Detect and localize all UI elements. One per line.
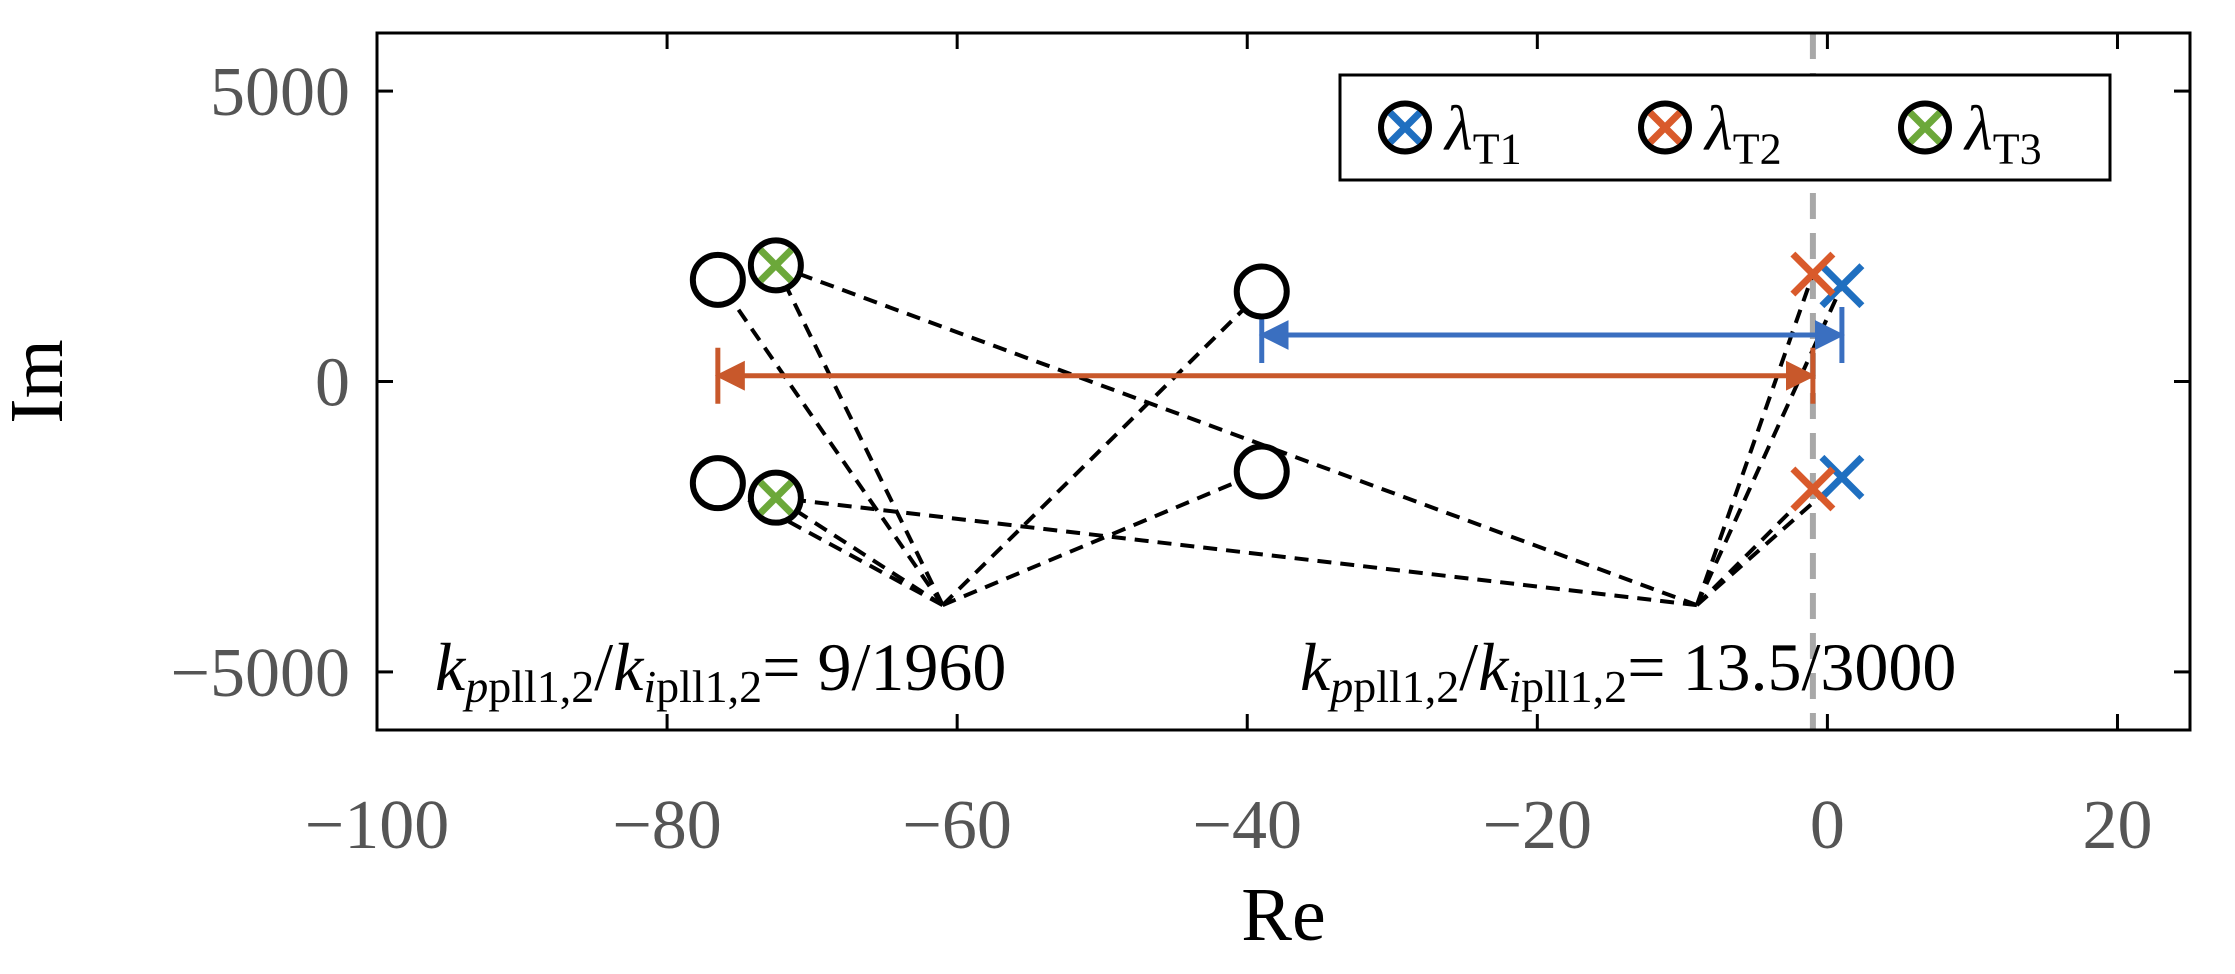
- legend-subscript: T1: [1473, 125, 1522, 174]
- legend-marker-t3: [1898, 100, 1952, 155]
- legend-subscript: T2: [1733, 125, 1782, 174]
- x-tick-label: −100: [305, 787, 449, 864]
- legend-marker-t2: [1638, 100, 1692, 155]
- legend-marker-t1-cross: [1387, 110, 1423, 145]
- leader-line: [941, 290, 1264, 607]
- x-tick-label: 20: [2082, 787, 2152, 864]
- series-point-t3: [747, 469, 804, 526]
- legend-label-t3: λT3: [1963, 93, 2042, 174]
- annotation-part: i: [643, 661, 656, 712]
- x-tick-label: −60: [902, 787, 1011, 864]
- open-circle-point: [1233, 263, 1290, 320]
- series-point-t2-stroke: [1790, 251, 1836, 297]
- y-tick-label: 0: [315, 345, 350, 422]
- annotation-part: p: [462, 661, 488, 712]
- series-point-t1-stroke: [1819, 454, 1865, 500]
- x-tick-label: −80: [612, 787, 721, 864]
- legend: λT1 λT2 λT3: [1338, 73, 2112, 182]
- series-point-t1: [1819, 454, 1865, 500]
- legend-symbol: λ: [1443, 93, 1473, 164]
- open-circle-point: [689, 455, 746, 512]
- x-tick-label: −40: [1192, 787, 1301, 864]
- series-point-t2: [1790, 466, 1836, 512]
- annotation-part: /: [594, 629, 613, 705]
- gain-annotation-lower-right: kppll1,2/kipll1,2= 13.5/3000: [1300, 629, 1956, 712]
- annotation-part: /: [1459, 629, 1478, 705]
- y-tick-label: −5000: [171, 635, 350, 712]
- annotation-part: = 9/1960: [762, 629, 1006, 705]
- legend-label-t1: λT1: [1443, 93, 1522, 174]
- legend-symbol: λ: [1703, 93, 1733, 164]
- legend-subscript: T3: [1993, 125, 2042, 174]
- annotation-part: k: [1300, 629, 1332, 705]
- annotation-part: pll1,2: [1521, 661, 1627, 712]
- series-point-t1-stroke: [1819, 263, 1865, 309]
- leader-line: [716, 278, 945, 607]
- leader-line: [1695, 284, 1844, 606]
- leader-line: [775, 263, 1698, 607]
- annotation-part: k: [613, 629, 645, 705]
- leader-line: [775, 495, 1698, 608]
- y-tick-label: 5000: [210, 54, 350, 131]
- series-point-t3-cross: [757, 479, 794, 516]
- x-axis-title: Re: [1241, 873, 1325, 957]
- annotation-part: = 13.5/3000: [1627, 629, 1956, 705]
- annotations-layer: kppll1,2/kipll1,2= 9/1960 kppll1,2/kipll1…: [435, 629, 1956, 712]
- annotation-part: pll1,2: [488, 661, 594, 712]
- legend-symbol: λ: [1963, 93, 1993, 164]
- series-point-t2: [1790, 251, 1836, 297]
- annotation-part: k: [1478, 629, 1510, 705]
- leader-line: [774, 495, 944, 607]
- annotation-part: pll1,2: [656, 661, 762, 712]
- y-axis-title: Im: [0, 339, 79, 423]
- series-point-t3-cross: [757, 247, 794, 284]
- leader-line: [774, 264, 945, 607]
- series-point-t3: [747, 237, 804, 294]
- leader-line: [1694, 273, 1815, 606]
- open-circle-point: [689, 251, 746, 308]
- annotation-part: k: [435, 629, 467, 705]
- axes-layer: −100 −80 −60 −40 −20 0 20 5000 0 −5000 Re Im: [0, 31, 2192, 957]
- legend-label-t2: λT2: [1703, 93, 1782, 174]
- x-tick-label: −20: [1483, 787, 1592, 864]
- leader-line: [941, 469, 1263, 607]
- series-point-t2-stroke: [1790, 466, 1836, 512]
- x-tick-label: 0: [1810, 787, 1845, 864]
- legend-marker-t1: [1378, 100, 1432, 155]
- annotation-part: pll1,2: [1353, 661, 1459, 712]
- annotation-part: p: [1327, 661, 1353, 712]
- gain-annotation-lower-left: kppll1,2/kipll1,2= 9/1960: [435, 629, 1006, 712]
- points-layer: [689, 237, 1865, 526]
- annotation-part: i: [1508, 661, 1521, 712]
- legend-marker-t2-cross: [1647, 110, 1683, 145]
- legend-marker-t3-cross: [1907, 110, 1943, 145]
- open-circle-point: [1233, 443, 1290, 500]
- legend-box: [1338, 73, 2112, 182]
- series-point-t1: [1819, 263, 1865, 309]
